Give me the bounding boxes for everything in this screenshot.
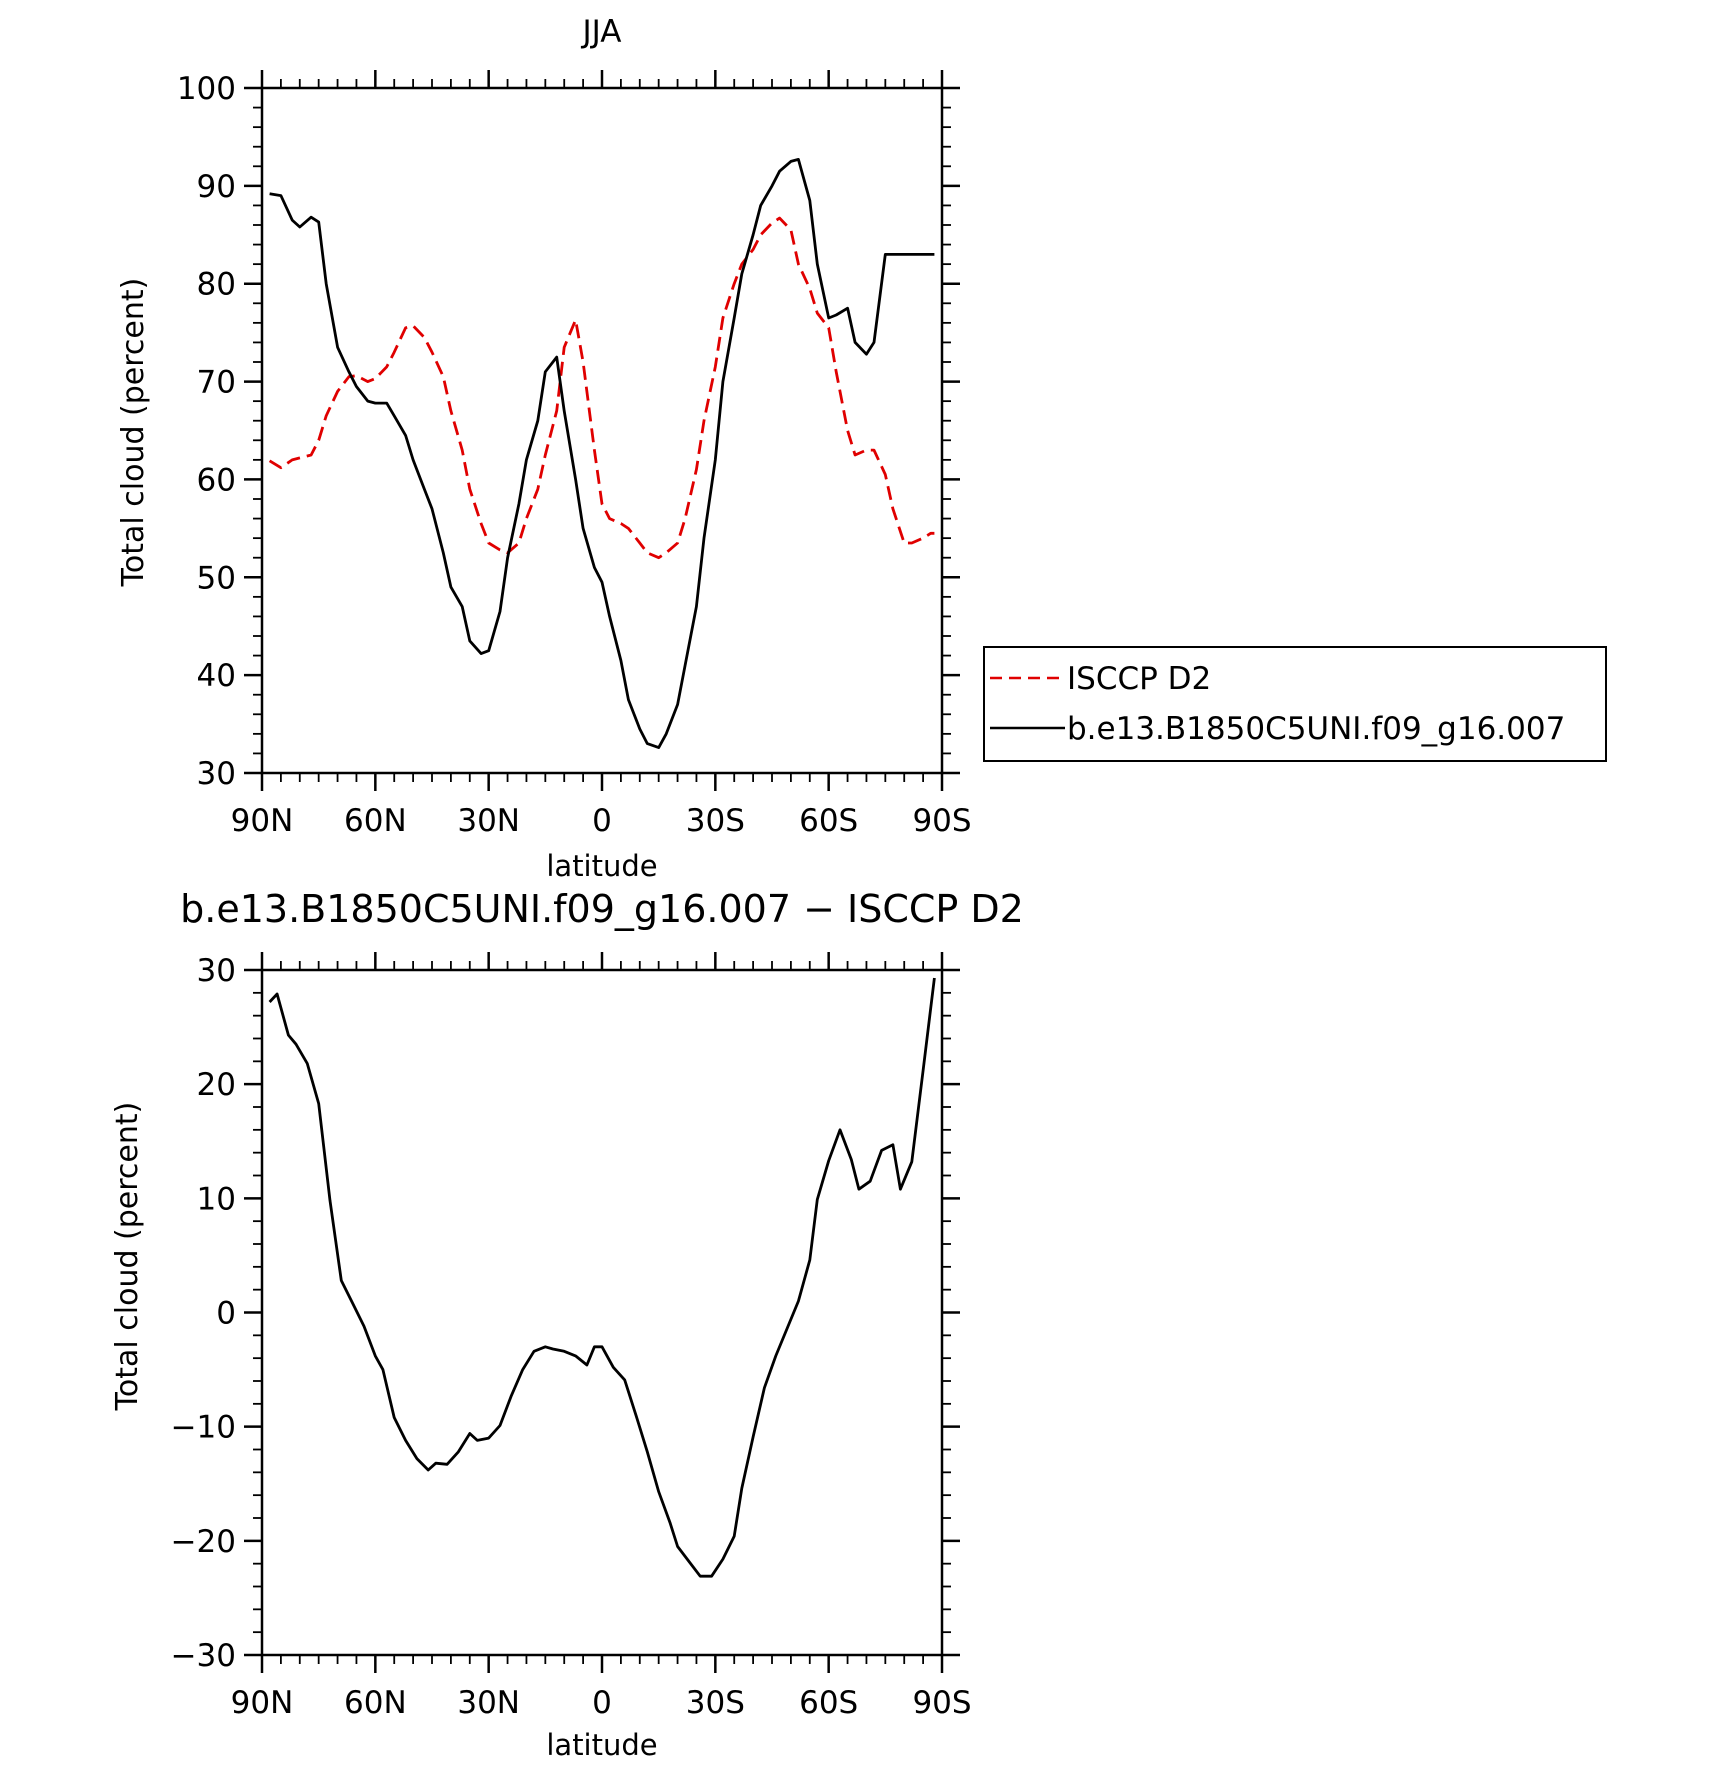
top-series-line-1 xyxy=(269,157,935,749)
bottom-y-tick-label: −20 xyxy=(171,1524,236,1560)
top-x-tick-label: 90S xyxy=(912,803,971,839)
legend: ISCCP D2 b.e13.B1850C5UNI.f09_g16.007 xyxy=(983,646,1607,762)
top-title: JJA xyxy=(581,14,622,50)
top-y-tick-label: 90 xyxy=(197,169,236,205)
top-plot-frame xyxy=(260,86,944,775)
legend-label-model: b.e13.B1850C5UNI.f09_g16.007 xyxy=(1067,711,1565,747)
legend-box xyxy=(983,646,1607,762)
bottom-x-tick-label: 60S xyxy=(799,1685,858,1721)
top-y-tick-label: 30 xyxy=(197,756,236,792)
bottom-x-tick-label: 60N xyxy=(344,1685,407,1721)
top-x-tick-label: 60N xyxy=(344,803,407,839)
legend-label-isccp: ISCCP D2 xyxy=(1067,661,1211,697)
top-y-tick-label: 50 xyxy=(197,560,236,596)
top-y-tick-label: 60 xyxy=(197,462,236,498)
top-x-tick-label: 60S xyxy=(799,803,858,839)
top-y-tick-label: 40 xyxy=(197,658,236,694)
bottom-series-lines xyxy=(268,977,936,1578)
top-x-tick-label: 30S xyxy=(686,803,745,839)
top-x-tick-label: 90N xyxy=(231,803,294,839)
bottom-y-tick-label: 0 xyxy=(216,1296,236,1332)
bottom-x-tick-label: 30N xyxy=(457,1685,520,1721)
bottom-y-axis-label: Total cloud (percent) xyxy=(110,1102,145,1412)
top-x-tick-label: 0 xyxy=(592,803,612,839)
bottom-y-tick-label: 20 xyxy=(197,1067,236,1103)
bottom-y-tick-label: −30 xyxy=(171,1638,236,1674)
top-axis-ticks: 30 40 50 60 70 80 90 100 90N 60N 30N 0 30S 60S 90S xyxy=(177,70,972,839)
bottom-axis-ticks: −30 −20 −10 0 10 20 30 90N 60N 30N 0 30S 60S 90S xyxy=(171,952,972,1721)
top-x-axis-label: latitude xyxy=(546,849,657,883)
bottom-x-tick-label: 90S xyxy=(912,1685,971,1721)
top-x-tick-label: 30N xyxy=(457,803,520,839)
top-panel: JJA Total cloud (percent) latitude 30 40 5… xyxy=(116,14,972,883)
bottom-y-tick-label: 30 xyxy=(197,953,236,989)
top-y-tick-label: 80 xyxy=(197,267,236,303)
bottom-x-tick-label: 90N xyxy=(231,1685,294,1721)
top-series-lines xyxy=(268,157,935,749)
top-y-axis-label: Total cloud (percent) xyxy=(116,278,151,588)
top-y-tick-label: 70 xyxy=(197,365,236,401)
top-y-tick-label: 100 xyxy=(177,71,236,107)
bottom-x-tick-label: 0 xyxy=(592,1685,612,1721)
bottom-x-tick-label: 30S xyxy=(686,1685,745,1721)
bottom-title: b.e13.B1850C5UNI.f09_g16.007 − ISCCP D2 xyxy=(180,887,1024,931)
bottom-panel: b.e13.B1850C5UNI.f09_g16.007 − ISCCP D2 … xyxy=(110,887,1024,1762)
bottom-y-tick-label: −10 xyxy=(171,1410,236,1446)
top-series-line-0 xyxy=(268,216,935,560)
bottom-x-axis-label: latitude xyxy=(546,1728,657,1762)
bottom-plot-frame xyxy=(260,968,944,1657)
bottom-series-line-0 xyxy=(268,977,936,1578)
bottom-y-tick-label: 10 xyxy=(197,1181,236,1217)
